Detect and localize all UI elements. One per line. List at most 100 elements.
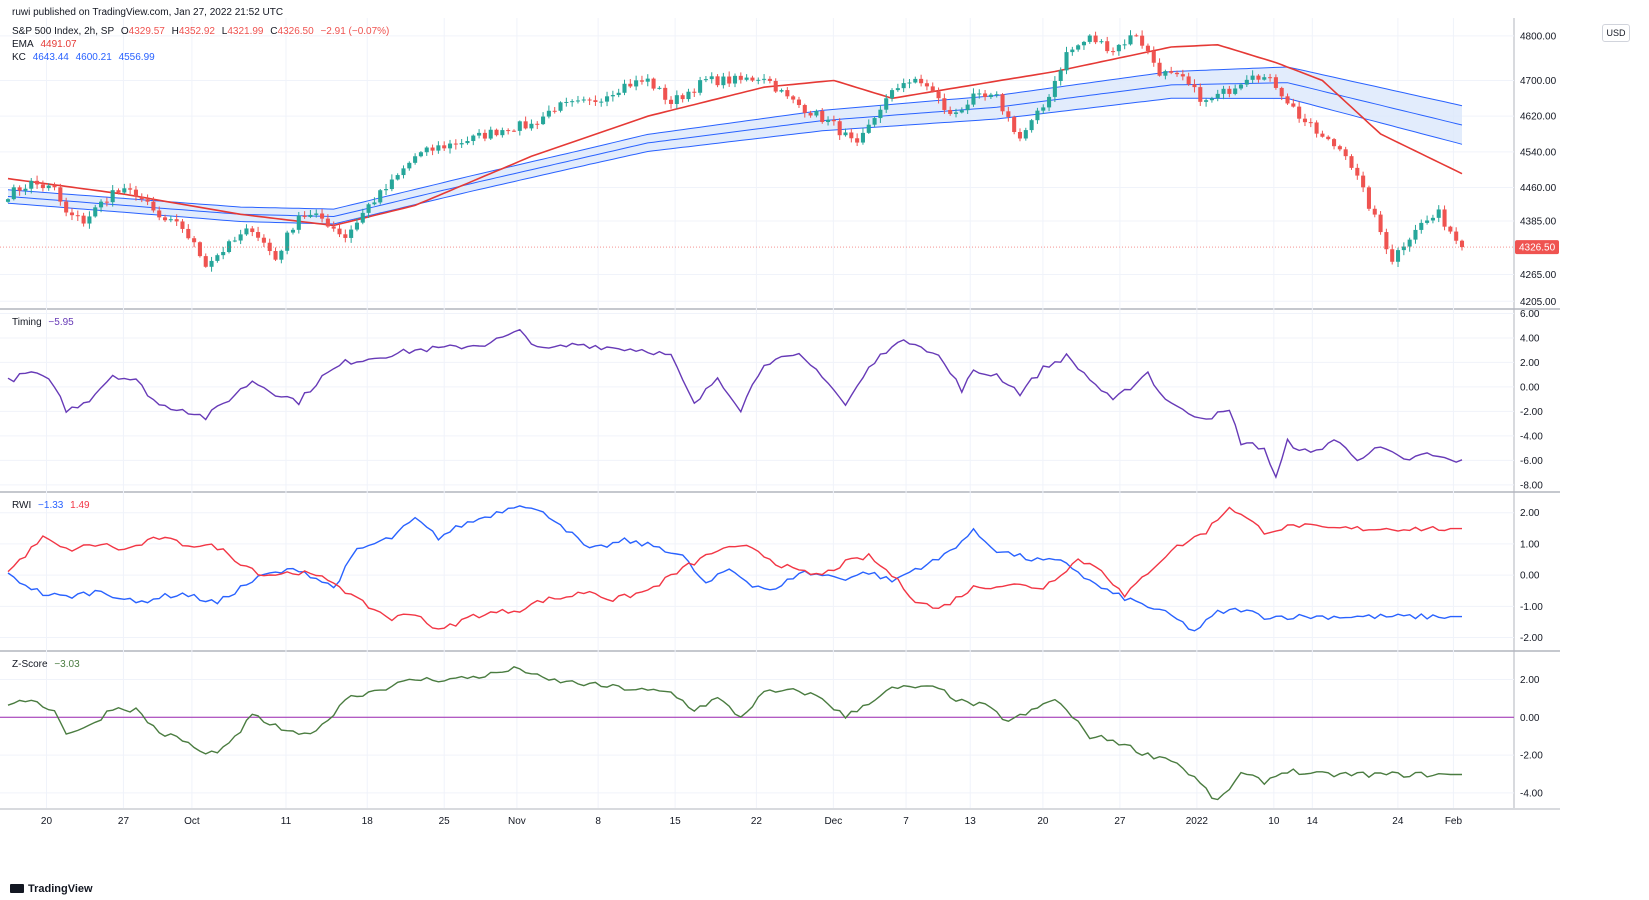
candle-body[interactable] — [261, 237, 266, 243]
candle-body[interactable] — [657, 87, 662, 89]
candle-body[interactable] — [884, 98, 889, 110]
candle-body[interactable] — [948, 109, 953, 114]
candle-body[interactable] — [75, 215, 80, 217]
candle-body[interactable] — [1308, 122, 1313, 124]
candle-body[interactable] — [971, 93, 976, 105]
candlesticks[interactable] — [5, 30, 1465, 272]
candle-body[interactable] — [616, 92, 621, 96]
candle-body[interactable] — [552, 110, 557, 112]
candle-body[interactable] — [244, 228, 249, 235]
candle-body[interactable] — [1204, 100, 1209, 102]
candle-body[interactable] — [762, 78, 767, 80]
candle-body[interactable] — [1221, 88, 1226, 94]
candle-body[interactable] — [308, 214, 313, 217]
candle-body[interactable] — [500, 130, 505, 136]
candle-body[interactable] — [285, 232, 290, 251]
candle-body[interactable] — [1256, 75, 1261, 80]
rwi-legend[interactable]: RWI −1.33 1.49 — [12, 500, 94, 511]
candle-body[interactable] — [180, 221, 185, 229]
candle-body[interactable] — [116, 190, 121, 193]
candle-body[interactable] — [796, 99, 802, 106]
candle-body[interactable] — [988, 94, 993, 98]
candle-body[interactable] — [151, 201, 156, 211]
candle-body[interactable] — [756, 79, 761, 81]
candle-body[interactable] — [721, 76, 726, 86]
candle-body[interactable] — [459, 143, 464, 145]
candle-body[interactable] — [267, 242, 272, 252]
candle-body[interactable] — [99, 201, 104, 208]
candle-body[interactable] — [430, 147, 435, 151]
candle-body[interactable] — [581, 99, 586, 101]
candle-body[interactable] — [197, 242, 202, 257]
candle-body[interactable] — [1372, 208, 1377, 215]
candle-body[interactable] — [1454, 231, 1459, 241]
candle-body[interactable] — [1262, 77, 1267, 80]
candle-body[interactable] — [1297, 106, 1302, 119]
candle-body[interactable] — [732, 75, 738, 84]
candle-body[interactable] — [1052, 80, 1057, 97]
candle-body[interactable] — [698, 80, 703, 93]
candle-body[interactable] — [314, 213, 319, 215]
candle-body[interactable] — [128, 188, 133, 190]
candle-body[interactable] — [1087, 35, 1092, 42]
candle-body[interactable] — [1436, 209, 1441, 218]
candle-body[interactable] — [1128, 35, 1133, 45]
candle-body[interactable] — [23, 188, 28, 191]
candle-body[interactable] — [703, 79, 708, 81]
candle-body[interactable] — [668, 99, 674, 105]
candle-body[interactable] — [35, 180, 40, 185]
candle-body[interactable] — [1000, 94, 1005, 112]
candle-body[interactable] — [860, 132, 865, 143]
candle-body[interactable] — [1302, 118, 1308, 123]
candle-body[interactable] — [465, 141, 470, 144]
candle-body[interactable] — [767, 78, 772, 81]
candle-body[interactable] — [395, 175, 400, 180]
candle-body[interactable] — [837, 121, 842, 136]
candle-body[interactable] — [1430, 217, 1435, 221]
candle-body[interactable] — [413, 156, 418, 163]
price-axes[interactable]: 4800.00 4700.00 4620.00 4540.00 4460.00 4385.… — [0, 31, 1559, 799]
candle-body[interactable] — [1192, 84, 1197, 88]
candle-body[interactable] — [1174, 72, 1180, 75]
candle-body[interactable] — [209, 260, 214, 267]
candle-body[interactable] — [1238, 84, 1244, 89]
candle-body[interactable] — [1273, 77, 1278, 88]
candle-body[interactable] — [389, 179, 394, 190]
candle-body[interactable] — [663, 87, 668, 100]
candle-body[interactable] — [1314, 122, 1319, 134]
candle-body[interactable] — [1268, 77, 1273, 79]
candle-body[interactable] — [1448, 226, 1453, 232]
candle-body[interactable] — [162, 217, 168, 221]
candle-body[interactable] — [226, 241, 232, 253]
candle-body[interactable] — [378, 190, 383, 203]
candle-body[interactable] — [1459, 240, 1465, 248]
candle-body[interactable] — [866, 124, 871, 133]
candle-body[interactable] — [1250, 75, 1255, 80]
ema-legend[interactable]: EMA 4491.07 — [12, 39, 81, 50]
candle-body[interactable] — [628, 83, 633, 87]
candle-body[interactable] — [1285, 96, 1290, 104]
candle-body[interactable] — [674, 95, 679, 105]
candle-body[interactable] — [384, 189, 389, 191]
candle-body[interactable] — [1366, 187, 1371, 209]
candle-body[interactable] — [110, 190, 115, 203]
candle-body[interactable] — [1058, 70, 1063, 81]
zscore-legend[interactable]: Z-Score −3.03 — [12, 659, 84, 670]
candle-body[interactable] — [1134, 35, 1139, 37]
candle-body[interactable] — [843, 132, 848, 136]
candle-body[interactable] — [52, 185, 57, 188]
candle-body[interactable] — [994, 94, 999, 96]
candle-body[interactable] — [564, 101, 569, 103]
candle-body[interactable] — [1180, 74, 1185, 77]
candle-body[interactable] — [1198, 87, 1203, 102]
candle-body[interactable] — [69, 212, 75, 216]
candle-body[interactable] — [337, 228, 342, 235]
candle-body[interactable] — [709, 76, 714, 80]
candle-body[interactable] — [599, 101, 604, 103]
candle-body[interactable] — [407, 162, 412, 169]
candle-body[interactable] — [1227, 88, 1232, 94]
candle-body[interactable] — [1029, 120, 1034, 131]
candle-body[interactable] — [802, 105, 807, 113]
candle-body[interactable] — [1105, 41, 1110, 52]
